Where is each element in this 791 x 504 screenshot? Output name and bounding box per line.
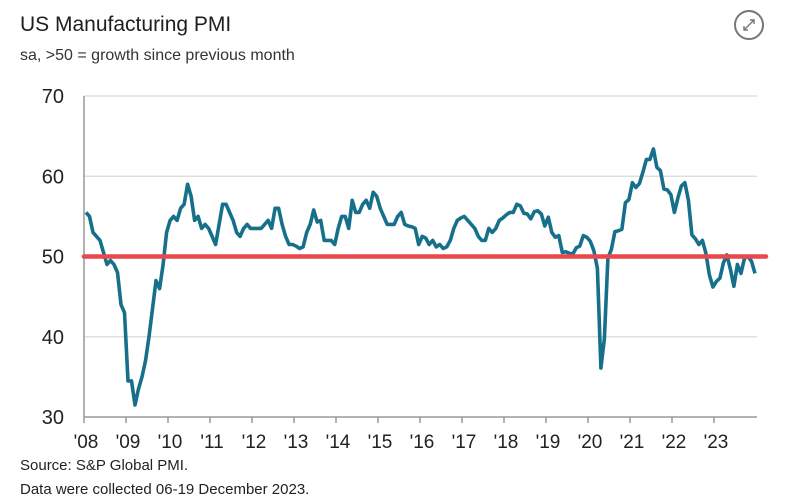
x-tick-label: '19 (536, 432, 561, 453)
x-tick-label: '10 (158, 432, 183, 453)
y-tick-label: 60 (42, 166, 64, 188)
y-tick-label: 50 (42, 247, 64, 269)
collection-note: Data were collected 06-19 December 2023. (20, 481, 310, 498)
x-tick-label: '23 (704, 432, 729, 453)
chart-title: US Manufacturing PMI (20, 13, 232, 36)
chart-subtitle: sa, >50 = growth since previous month (20, 47, 295, 64)
x-tick-label: '08 (74, 432, 99, 453)
y-tick-label: 40 (42, 327, 64, 349)
source-note: Source: S&P Global PMI. (20, 457, 189, 474)
x-tick-label: '12 (242, 432, 267, 453)
expand-arrows-icon (743, 19, 755, 31)
x-tick-label: '20 (578, 432, 603, 453)
expand-button[interactable] (734, 10, 764, 40)
x-tick-label: '22 (662, 432, 687, 453)
x-tick-label: '18 (494, 432, 519, 453)
x-tick-label: '09 (116, 432, 141, 453)
pmi-series-line (84, 147, 757, 407)
x-tick-label: '11 (200, 432, 223, 453)
x-tick-label: '17 (452, 432, 477, 453)
x-tick-label: '16 (410, 432, 435, 453)
x-tick-label: '14 (326, 432, 351, 453)
y-tick-label: 70 (42, 86, 64, 108)
x-tick-label: '21 (620, 432, 645, 453)
x-tick-label: '13 (284, 432, 309, 453)
x-tick-label: '15 (368, 432, 393, 453)
pmi-line-chart: 30 40 50 60 70 '08 '09 '10 '11 '12 '13 '14 '15 '16 '17… (42, 86, 769, 453)
y-tick-label: 30 (42, 407, 64, 429)
